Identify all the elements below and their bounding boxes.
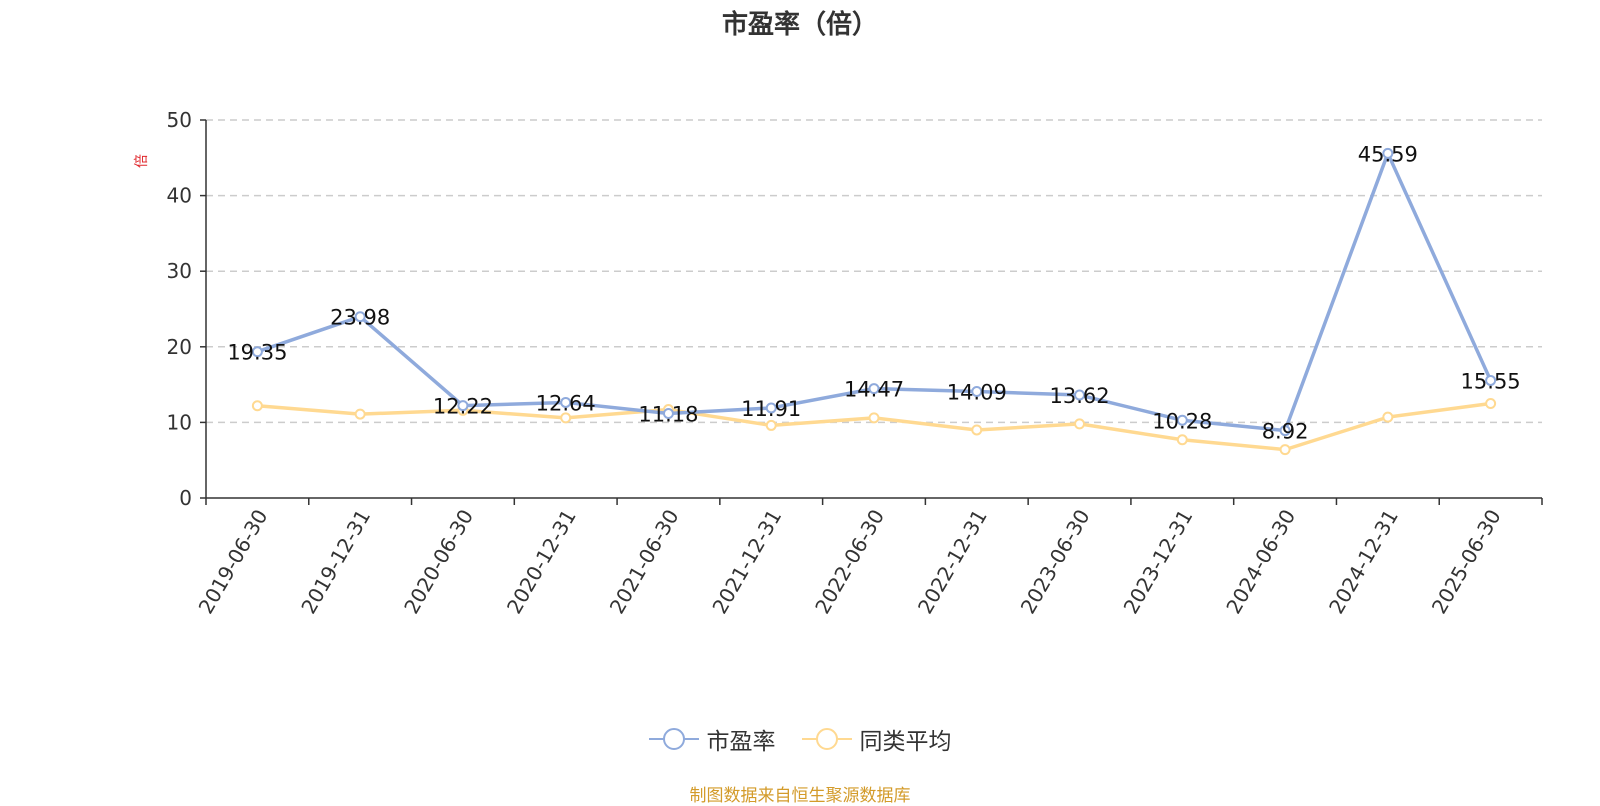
data-point — [457, 400, 469, 412]
y-tick-label: 50 — [167, 108, 192, 132]
legend-label: 同类平均 — [859, 729, 952, 755]
data-label: 23.98 — [330, 306, 390, 330]
legend-item-0[interactable]: 市盈率 — [648, 722, 776, 756]
data-point — [1176, 434, 1188, 446]
y-tick-label: 10 — [167, 410, 192, 434]
x-tick-label: 2019-06-30 — [194, 505, 273, 618]
x-tick-label: 2022-12-31 — [913, 505, 992, 618]
x-tick-label: 2019-12-31 — [296, 505, 375, 618]
series-lines — [251, 147, 1497, 456]
legend-swatch — [801, 728, 852, 750]
chart-title: 市盈率（倍） — [721, 10, 878, 40]
data-label: 8.92 — [1262, 420, 1309, 444]
data-label: 10.28 — [1152, 409, 1212, 433]
legend-swatch-marker — [815, 728, 838, 750]
x-tick-label: 2023-12-31 — [1118, 505, 1197, 618]
data-point — [1485, 374, 1497, 386]
data-point — [1074, 389, 1086, 401]
data-label: 11.91 — [741, 397, 801, 421]
data-point — [765, 419, 777, 431]
data-point — [560, 412, 572, 424]
x-tick-label: 2022-06-30 — [810, 505, 889, 618]
data-point — [971, 385, 983, 397]
x-tick-label: 2020-12-31 — [502, 505, 581, 618]
y-tick-label: 40 — [167, 184, 192, 208]
data-point — [868, 383, 880, 395]
x-tick-label: 2024-12-31 — [1324, 505, 1403, 618]
data-point — [251, 400, 263, 412]
source-note: 制图数据来自恒生聚源数据库 — [689, 786, 911, 806]
data-point — [560, 396, 572, 408]
data-labels: 19.35 23.98 12.22 12.64 11.18 11.91 14.47 14.09… — [227, 142, 1520, 443]
legend: 市盈率 同类平均 — [0, 722, 1600, 756]
data-point — [1485, 398, 1497, 409]
data-point — [971, 424, 983, 436]
grid-lines — [206, 119, 1542, 424]
data-label: 15.55 — [1461, 369, 1521, 393]
legend-item-1[interactable]: 同类平均 — [801, 722, 952, 756]
y-tick-label: 30 — [167, 259, 192, 283]
x-tick-label: 2021-06-30 — [605, 505, 684, 618]
data-point — [868, 412, 880, 424]
data-point — [354, 408, 366, 420]
data-label: 14.47 — [844, 378, 904, 402]
y-tick-label: 0 — [179, 486, 192, 510]
data-point — [1382, 147, 1394, 159]
data-point — [1176, 414, 1188, 426]
data-point — [1074, 418, 1086, 430]
data-label: 13.62 — [1049, 384, 1109, 408]
legend-label: 市盈率 — [706, 729, 776, 755]
x-tick-label: 2020-06-30 — [399, 505, 478, 618]
legend-swatch-marker — [662, 728, 685, 750]
data-point — [1279, 444, 1291, 456]
data-label: 12.22 — [433, 395, 493, 419]
data-label: 19.35 — [227, 341, 287, 365]
data-point — [1279, 425, 1291, 437]
x-tick-label: 2024-06-30 — [1221, 505, 1300, 618]
y-axis-unit-label: 倍 — [134, 154, 150, 168]
data-label: 14.09 — [947, 380, 1007, 404]
data-point — [662, 407, 674, 419]
data-point — [1382, 411, 1394, 423]
axes: 0 10 20 30 40 50 2019-06-30 2019-12-31 2020-06-3… — [167, 108, 1543, 618]
data-label: 11.18 — [638, 402, 698, 426]
data-point — [354, 311, 366, 323]
data-point — [251, 346, 263, 358]
data-label: 12.64 — [536, 391, 596, 415]
x-tick-label: 2025-06-30 — [1427, 505, 1506, 618]
data-point — [765, 402, 777, 414]
x-tick-label: 2021-12-31 — [707, 505, 786, 618]
y-tick-label: 20 — [167, 335, 192, 359]
x-tick-label: 2023-06-30 — [1016, 505, 1095, 618]
legend-swatch — [648, 728, 699, 750]
data-label: 45.59 — [1358, 142, 1418, 166]
